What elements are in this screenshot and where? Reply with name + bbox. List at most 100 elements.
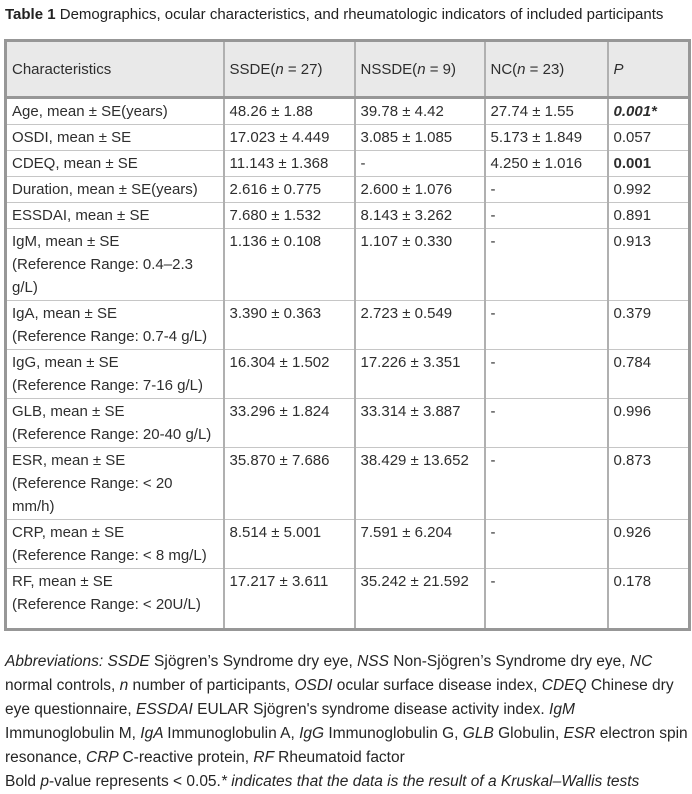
row-characteristic-cell: IgG, mean ± SE (Reference Range: 7-16 g/… xyxy=(4,349,225,399)
cell-p-value: 0.873 xyxy=(606,447,691,520)
cell-nc-value: - xyxy=(483,349,609,399)
row-reference-range: (Reference Range: 20-40 g/L) xyxy=(12,426,212,443)
cell-p-value: 0.001 xyxy=(606,150,691,177)
row-label: CDEQ, mean ± SE xyxy=(12,155,138,172)
row-label: ESR, mean ± SE xyxy=(12,452,126,469)
table-row: IgA, mean ± SE (Reference Range: 0.7-4 g… xyxy=(4,300,691,350)
table-header: Characteristics SSDE(n = 27) NSSDE(n = 9… xyxy=(4,40,691,99)
cell-nc-value: - xyxy=(483,300,609,350)
header-p-value: P xyxy=(606,40,691,99)
cell-p-value: 0.001* xyxy=(606,97,691,125)
cell-nssde-value: 2.600 ± 1.076 xyxy=(353,176,486,203)
cell-nssde-value: 2.723 ± 0.549 xyxy=(353,300,486,350)
cell-p-value: 0.996 xyxy=(606,398,691,448)
cell-p-value: 0.784 xyxy=(606,349,691,399)
table-row: CDEQ, mean ± SE 11.143 ± 1.368 - 4.250 ±… xyxy=(4,150,691,177)
row-characteristic-cell: ESSDAI, mean ± SE xyxy=(4,202,225,229)
row-reference-range: (Reference Range: 0.4–2.3 g/L) xyxy=(12,256,193,296)
row-reference-range: (Reference Range: < 20 mm/h) xyxy=(12,475,173,515)
table-row: ESSDAI, mean ± SE 7.680 ± 1.532 8.143 ± … xyxy=(4,202,691,229)
row-label: IgG, mean ± SE xyxy=(12,354,119,371)
table-row: Age, mean ± SE(years) 48.26 ± 1.88 39.78… xyxy=(4,97,691,125)
table-row: ESR, mean ± SE (Reference Range: < 20 mm… xyxy=(4,447,691,520)
row-characteristic-cell: ESR, mean ± SE (Reference Range: < 20 mm… xyxy=(4,447,225,520)
row-characteristic-cell: IgM, mean ± SE (Reference Range: 0.4–2.3… xyxy=(4,228,225,301)
row-characteristic-cell: GLB, mean ± SE (Reference Range: 20-40 g… xyxy=(4,398,225,448)
row-characteristic-cell: Age, mean ± SE(years) xyxy=(4,97,225,125)
cell-p-value: 0.913 xyxy=(606,228,691,301)
row-characteristic-cell: Duration, mean ± SE(years) xyxy=(4,176,225,203)
cell-p-value: 0.379 xyxy=(606,300,691,350)
cell-nssde-value: 35.242 ± 21.592 xyxy=(353,568,486,630)
cell-nc-value: 5.173 ± 1.849 xyxy=(483,124,609,151)
row-label: ESSDAI, mean ± SE xyxy=(12,207,150,224)
row-label: Age, mean ± SE(years) xyxy=(12,103,168,120)
row-characteristic-cell: CRP, mean ± SE (Reference Range: < 8 mg/… xyxy=(4,519,225,569)
header-nc: NC(n = 23) xyxy=(483,40,609,99)
cell-nc-value: 27.74 ± 1.55 xyxy=(483,97,609,125)
cell-p-value: 0.057 xyxy=(606,124,691,151)
cell-ssde-value: 17.023 ± 4.449 xyxy=(222,124,356,151)
cell-ssde-value: 48.26 ± 1.88 xyxy=(222,97,356,125)
cell-nssde-value: 39.78 ± 4.42 xyxy=(353,97,486,125)
row-characteristic-cell: IgA, mean ± SE (Reference Range: 0.7-4 g… xyxy=(4,300,225,350)
row-characteristic-cell: OSDI, mean ± SE xyxy=(4,124,225,151)
table-row: OSDI, mean ± SE 17.023 ± 4.449 3.085 ± 1… xyxy=(4,124,691,151)
table-title: Table 1 Demographics, ocular characteris… xyxy=(5,6,664,23)
footnote-abbreviations: Abbreviations: SSDE Sjögren’s Syndrome d… xyxy=(5,653,688,766)
cell-p-value: 0.992 xyxy=(606,176,691,203)
footnote-significance: Bold p-value represents < 0.05.* indicat… xyxy=(5,773,640,790)
table-body: Age, mean ± SE(years) 48.26 ± 1.88 39.78… xyxy=(4,97,691,630)
table-footnotes: Abbreviations: SSDE Sjögren’s Syndrome d… xyxy=(5,650,688,794)
row-label: OSDI, mean ± SE xyxy=(12,129,132,146)
cell-nc-value: - xyxy=(483,202,609,229)
cell-p-value: 0.891 xyxy=(606,202,691,229)
row-reference-range: (Reference Range: 0.7-4 g/L) xyxy=(12,328,208,345)
cell-ssde-value: 17.217 ± 3.611 xyxy=(222,568,356,630)
cell-ssde-value: 7.680 ± 1.532 xyxy=(222,202,356,229)
cell-nc-value: 4.250 ± 1.016 xyxy=(483,150,609,177)
cell-ssde-value: 2.616 ± 0.775 xyxy=(222,176,356,203)
cell-ssde-value: 33.296 ± 1.824 xyxy=(222,398,356,448)
row-label: RF, mean ± SE xyxy=(12,573,113,590)
cell-ssde-value: 8.514 ± 5.001 xyxy=(222,519,356,569)
row-reference-range: (Reference Range: < 8 mg/L) xyxy=(12,547,207,564)
cell-ssde-value: 35.870 ± 7.686 xyxy=(222,447,356,520)
cell-nssde-value: - xyxy=(353,150,486,177)
row-reference-range: (Reference Range: 7-16 g/L) xyxy=(12,377,203,394)
cell-nssde-value: 38.429 ± 13.652 xyxy=(353,447,486,520)
cell-ssde-value: 1.136 ± 0.108 xyxy=(222,228,356,301)
row-label: IgM, mean ± SE xyxy=(12,233,120,250)
cell-ssde-value: 11.143 ± 1.368 xyxy=(222,150,356,177)
table-row: GLB, mean ± SE (Reference Range: 20-40 g… xyxy=(4,398,691,448)
header-characteristics: Characteristics xyxy=(4,40,225,99)
cell-ssde-value: 3.390 ± 0.363 xyxy=(222,300,356,350)
cell-ssde-value: 16.304 ± 1.502 xyxy=(222,349,356,399)
row-reference-range: (Reference Range: < 20U/L) xyxy=(12,596,201,613)
cell-nssde-value: 33.314 ± 3.887 xyxy=(353,398,486,448)
cell-p-value: 0.926 xyxy=(606,519,691,569)
header-nssde: NSSDE(n = 9) xyxy=(353,40,486,99)
cell-nc-value: - xyxy=(483,447,609,520)
cell-nc-value: - xyxy=(483,568,609,630)
table-row: RF, mean ± SE (Reference Range: < 20U/L)… xyxy=(4,568,691,630)
row-label: CRP, mean ± SE xyxy=(12,524,125,541)
demographics-table: Characteristics SSDE(n = 27) NSSDE(n = 9… xyxy=(4,39,691,631)
cell-nc-value: - xyxy=(483,398,609,448)
table-row: Duration, mean ± SE(years) 2.616 ± 0.775… xyxy=(4,176,691,203)
cell-nssde-value: 8.143 ± 3.262 xyxy=(353,202,486,229)
header-row: Characteristics SSDE(n = 27) NSSDE(n = 9… xyxy=(4,40,691,99)
cell-nssde-value: 7.591 ± 6.204 xyxy=(353,519,486,569)
table-row: CRP, mean ± SE (Reference Range: < 8 mg/… xyxy=(4,519,691,569)
cell-nc-value: - xyxy=(483,176,609,203)
cell-nssde-value: 1.107 ± 0.330 xyxy=(353,228,486,301)
cell-nc-value: - xyxy=(483,519,609,569)
row-label: Duration, mean ± SE(years) xyxy=(12,181,198,198)
cell-nssde-value: 17.226 ± 3.351 xyxy=(353,349,486,399)
table-row: IgG, mean ± SE (Reference Range: 7-16 g/… xyxy=(4,349,691,399)
cell-nc-value: - xyxy=(483,228,609,301)
row-characteristic-cell: RF, mean ± SE (Reference Range: < 20U/L) xyxy=(4,568,225,630)
table-row: IgM, mean ± SE (Reference Range: 0.4–2.3… xyxy=(4,228,691,301)
cell-p-value: 0.178 xyxy=(606,568,691,630)
